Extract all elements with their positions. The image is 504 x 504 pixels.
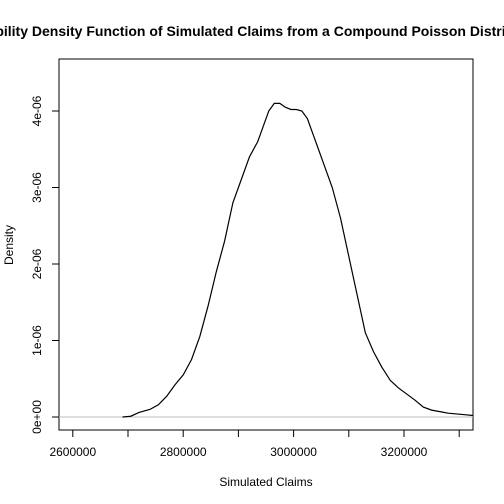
y-tick-label: 1e-06: [30, 325, 44, 356]
x-tick-label: 2600000: [49, 445, 96, 459]
plot-frame: [58, 58, 474, 431]
x-tick-label: 2800000: [160, 445, 207, 459]
density-curve: [122, 102, 473, 418]
y-tick-label: 0e+00: [30, 400, 44, 434]
y-axis: 0e+00 1e-06 2e-06 3e-06 4e-06: [30, 95, 59, 434]
x-axis-label: Simulated Claims: [219, 475, 312, 489]
y-tick-label: 3e-06: [30, 172, 44, 203]
x-tick-label: 3200000: [381, 445, 428, 459]
y-tick-label: 4e-06: [30, 95, 44, 126]
x-tick-label: 3000000: [270, 445, 317, 459]
x-axis: 2600000 2800000 3000000 3200000: [49, 430, 460, 459]
y-axis-label: Density: [2, 225, 16, 265]
chart-title: Probability Density Function of Simulate…: [0, 23, 504, 39]
y-tick-label: 2e-06: [30, 248, 44, 279]
